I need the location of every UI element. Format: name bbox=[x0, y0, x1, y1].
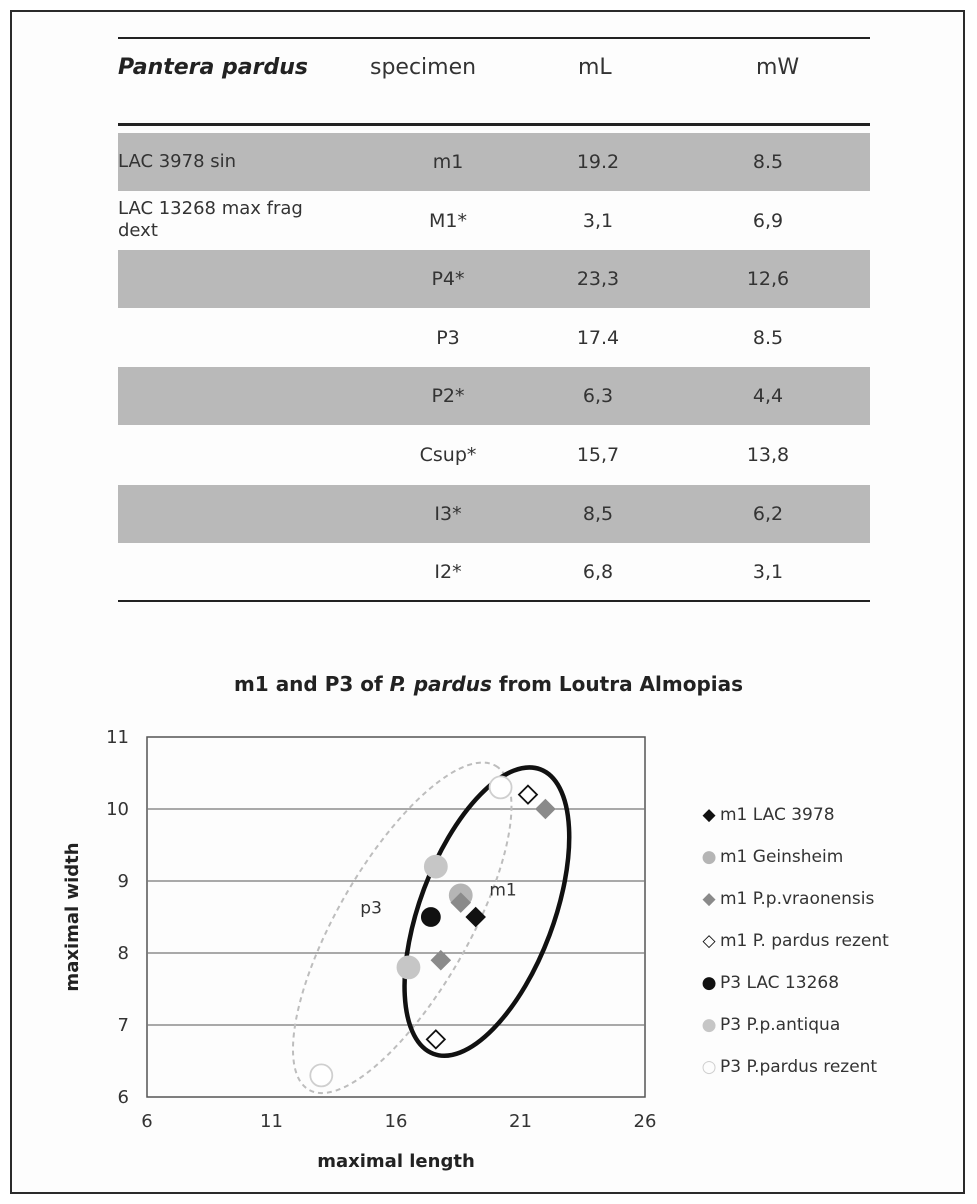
row-ml: 15,7 bbox=[576, 444, 620, 466]
y-tick-label: 8 bbox=[118, 943, 129, 964]
legend-marker: ◆ bbox=[702, 805, 716, 825]
row-specimen: M1* bbox=[429, 209, 467, 232]
row-mw: 8.5 bbox=[752, 151, 784, 173]
y-tick-label: 7 bbox=[118, 1015, 129, 1036]
y-tick-label: 9 bbox=[118, 871, 129, 892]
row-specimen: P2* bbox=[431, 385, 465, 408]
row-specimen: m1 bbox=[432, 151, 464, 173]
header-ml: mL bbox=[578, 55, 612, 80]
row-ml: 8,5 bbox=[582, 502, 614, 525]
legend-item: ● P3 LAC 13268 bbox=[700, 971, 839, 995]
row-ml: 23,3 bbox=[576, 268, 620, 291]
data-point bbox=[423, 854, 448, 879]
plot-area bbox=[146, 736, 646, 1098]
table-row: LAC 3978 sin m1 19.2 8.5 bbox=[118, 133, 870, 191]
data-point bbox=[517, 784, 539, 805]
figure-frame bbox=[10, 10, 965, 1194]
header-specimen: specimen bbox=[370, 55, 477, 80]
data-point bbox=[396, 955, 421, 980]
table-row: P3 17.4 8.5 bbox=[118, 309, 870, 367]
legend-item: ◆ m1 P.p.vraonensis bbox=[700, 887, 874, 911]
table-row: P2* 6,3 4,4 bbox=[118, 367, 870, 426]
y-tick-label: 6 bbox=[118, 1087, 129, 1108]
legend-item: ● P3 P.p.antiqua bbox=[700, 1013, 841, 1037]
row-mw: 3,1 bbox=[752, 561, 784, 584]
row-specimen: I3* bbox=[434, 502, 462, 525]
data-point bbox=[420, 907, 441, 927]
chart-title: m1 and P3 of P. pardus from Loutra Almop… bbox=[0, 672, 977, 696]
x-tick-label: 21 bbox=[509, 1111, 532, 1132]
row-specimen: Csup* bbox=[419, 444, 477, 466]
legend-label: m1 P. pardus rezent bbox=[720, 931, 889, 951]
row-mw: 12,6 bbox=[746, 268, 790, 291]
row-specimen: P3 bbox=[436, 326, 460, 349]
y-axis-title: maximal width bbox=[62, 842, 83, 991]
table-header-rule bbox=[118, 123, 870, 126]
legend-label: P3 LAC 13268 bbox=[720, 973, 840, 993]
legend-label: m1 P.p.vraonensis bbox=[720, 889, 875, 909]
chart-title-part1: m1 and P3 of bbox=[233, 672, 390, 696]
row-ml: 6,3 bbox=[582, 385, 614, 408]
legend-marker: ● bbox=[701, 1015, 717, 1035]
table-bottom-rule bbox=[118, 600, 870, 602]
table-row: I3* 8,5 6,2 bbox=[118, 484, 870, 543]
data-point bbox=[309, 1063, 334, 1088]
legend-marker: ◇ bbox=[702, 931, 716, 951]
table-row: LAC 13268 max frag dext M1* 3,1 6,9 bbox=[118, 192, 870, 250]
annotation-m1: m1 bbox=[489, 880, 516, 900]
x-axis-title: maximal length bbox=[317, 1151, 475, 1172]
data-point bbox=[465, 906, 486, 928]
chart-title-species: P. pardus bbox=[389, 672, 492, 696]
annotation-p3: p3 bbox=[360, 898, 382, 918]
table-row: I2* 6,8 3,1 bbox=[118, 543, 870, 601]
row-mw: 6,2 bbox=[752, 502, 784, 525]
data-point bbox=[488, 775, 513, 800]
legend-item: ◇ m1 P. pardus rezent bbox=[700, 929, 889, 953]
legend-label: P3 P.p.antiqua bbox=[720, 1015, 841, 1035]
row-specimen: P4* bbox=[431, 268, 465, 291]
row-label: LAC 13268 max frag dext bbox=[118, 197, 303, 241]
row-ml: 6,8 bbox=[582, 561, 614, 584]
table-row: P4* 23,3 12,6 bbox=[118, 250, 870, 309]
legend-item: ◆ m1 LAC 3978 bbox=[700, 803, 835, 827]
legend-item: ○ P3 P.pardus rezent bbox=[700, 1055, 878, 1079]
row-mw: 4,4 bbox=[752, 385, 784, 408]
ellipse-m1 bbox=[402, 765, 572, 1058]
row-label: LAC 3978 sin bbox=[118, 151, 237, 172]
x-tick-label: 6 bbox=[141, 1111, 152, 1132]
ellipse-p3 bbox=[291, 761, 513, 1095]
row-specimen: I2* bbox=[434, 561, 462, 584]
row-mw: 6,9 bbox=[752, 209, 784, 232]
legend-marker: ○ bbox=[701, 1057, 717, 1077]
legend-label: P3 P.pardus rezent bbox=[720, 1057, 878, 1077]
row-mw: 8.5 bbox=[752, 326, 784, 349]
row-ml: 17.4 bbox=[576, 326, 620, 349]
row-ml: 3,1 bbox=[582, 209, 614, 232]
legend-marker: ● bbox=[701, 847, 717, 867]
row-ml: 19.2 bbox=[576, 151, 620, 173]
legend-label: m1 Geinsheim bbox=[720, 847, 844, 867]
x-tick-label: 26 bbox=[634, 1111, 657, 1132]
legend-label: m1 LAC 3978 bbox=[720, 805, 835, 825]
legend-item: ● m1 Geinsheim bbox=[700, 845, 844, 869]
legend-marker: ● bbox=[701, 973, 717, 993]
table-top-rule bbox=[118, 37, 870, 39]
header-mw: mW bbox=[756, 55, 800, 80]
data-point bbox=[425, 1029, 447, 1050]
data-point bbox=[430, 949, 452, 971]
x-tick-label: 16 bbox=[385, 1111, 408, 1132]
data-point bbox=[535, 798, 556, 820]
y-tick-label: 10 bbox=[106, 799, 129, 820]
table-row: Csup* 15,7 13,8 bbox=[118, 426, 870, 484]
chart-title-part2: from Loutra Almopias bbox=[491, 672, 744, 696]
row-mw: 13,8 bbox=[746, 444, 790, 466]
header-species: Pantera pardus bbox=[118, 55, 308, 80]
x-tick-label: 11 bbox=[260, 1111, 283, 1132]
y-tick-label: 11 bbox=[106, 727, 129, 748]
data-point bbox=[450, 892, 472, 913]
legend-marker: ◆ bbox=[702, 889, 716, 909]
